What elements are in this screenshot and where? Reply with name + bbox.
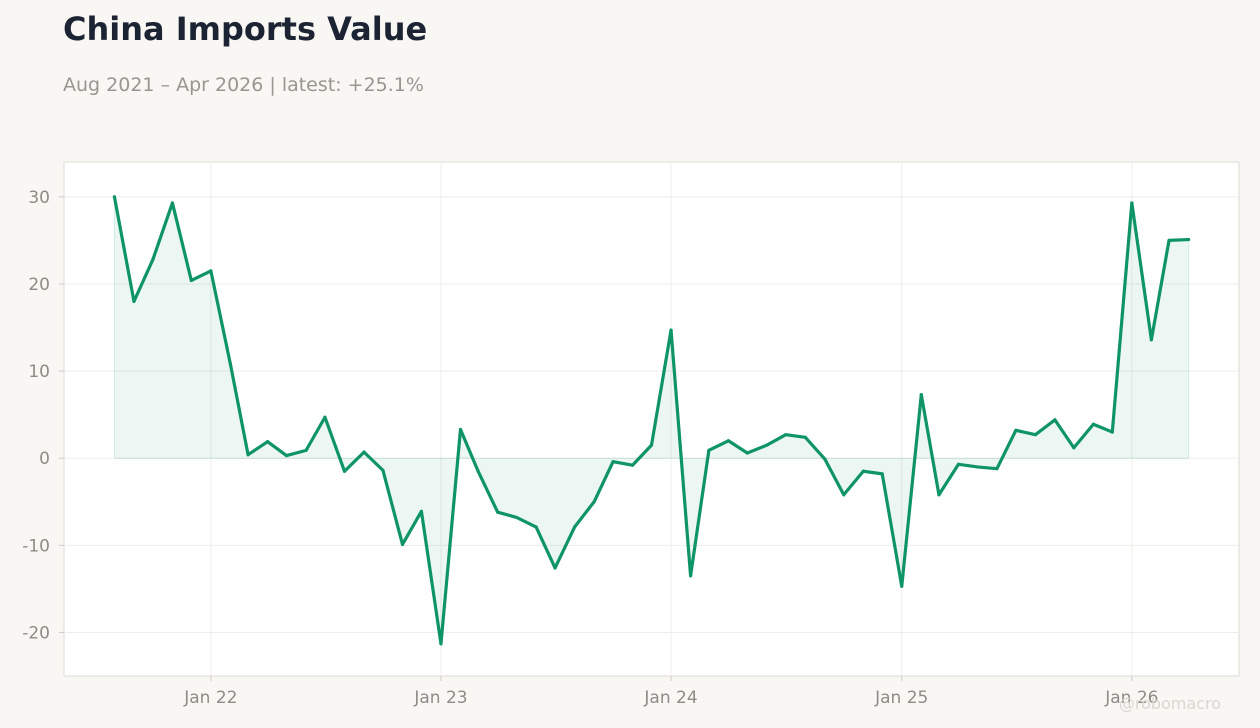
data-point	[342, 469, 347, 473]
data-point	[823, 457, 827, 461]
data-point	[1091, 422, 1095, 426]
data-point	[323, 415, 327, 419]
data-point	[630, 463, 635, 467]
y-tick-label: -20	[22, 623, 50, 643]
data-point	[975, 465, 980, 469]
data-point	[669, 328, 673, 332]
y-tick-label: 0	[39, 449, 50, 469]
series-line-layer	[112, 195, 1191, 646]
data-point	[842, 493, 846, 497]
x-tick-label: Jan 24	[643, 688, 697, 708]
data-point	[228, 362, 233, 366]
data-point	[1053, 418, 1057, 422]
data-point	[362, 450, 366, 454]
data-point	[803, 435, 807, 439]
chart-subtitle: Aug 2021 – Apr 2026 | latest: +25.1%	[63, 74, 424, 96]
data-point	[1167, 238, 1171, 243]
data-point	[995, 467, 999, 471]
y-axis: 30 20 10 0 -10 -20	[22, 188, 64, 643]
data-point	[649, 443, 654, 447]
data-point	[765, 443, 769, 447]
grid-lines	[64, 162, 1239, 676]
chart-title: China Imports Value	[63, 10, 428, 48]
data-point	[880, 472, 884, 476]
data-point	[496, 510, 500, 514]
x-tick-label: Jan 22	[183, 688, 237, 708]
data-point	[1014, 428, 1018, 432]
y-tick-label: -10	[22, 536, 50, 556]
data-point	[784, 433, 788, 437]
data-point	[573, 525, 577, 529]
x-tick-label: Jan 23	[413, 688, 467, 708]
data-point	[209, 269, 213, 273]
watermark: @robomacro	[1119, 694, 1221, 713]
y-tick-label: 30	[28, 188, 50, 208]
y-tick-label: 10	[28, 362, 50, 382]
data-point	[1149, 338, 1153, 342]
data-point	[304, 448, 308, 452]
data-point	[189, 278, 193, 283]
data-point	[1033, 433, 1037, 437]
data-point	[1110, 430, 1114, 434]
data-point	[726, 439, 731, 443]
data-point	[900, 584, 904, 588]
data-point	[1072, 446, 1076, 450]
x-axis: Jan 22 Jan 23 Jan 24 Jan 25 Jan 26	[183, 676, 1158, 708]
data-point	[284, 453, 289, 458]
data-point	[476, 469, 480, 473]
data-point	[515, 515, 519, 520]
data-point	[381, 468, 385, 472]
data-point	[458, 427, 463, 432]
data-point	[861, 469, 865, 473]
data-point	[745, 451, 749, 455]
data-point	[553, 566, 557, 570]
data-point	[1186, 237, 1191, 242]
data-point	[132, 299, 136, 303]
data-point	[112, 195, 117, 199]
data-point	[1130, 201, 1134, 205]
data-point	[151, 257, 155, 262]
y-tick-label: 20	[28, 275, 50, 295]
data-point	[592, 500, 596, 504]
data-point	[266, 440, 270, 444]
data-point	[246, 453, 250, 457]
data-point	[419, 509, 424, 513]
plot-area	[63, 161, 1240, 677]
data-point	[170, 201, 175, 205]
data-point	[400, 542, 405, 547]
data-point	[707, 448, 711, 452]
data-point	[439, 642, 443, 646]
data-point	[534, 525, 538, 529]
data-point	[919, 393, 923, 397]
data-point	[937, 493, 941, 497]
x-tick-label: Jan 25	[874, 688, 928, 708]
data-point	[956, 462, 961, 466]
data-point	[688, 574, 693, 578]
x-tick-label: Jan 26	[1104, 688, 1158, 708]
data-point	[611, 460, 615, 464]
